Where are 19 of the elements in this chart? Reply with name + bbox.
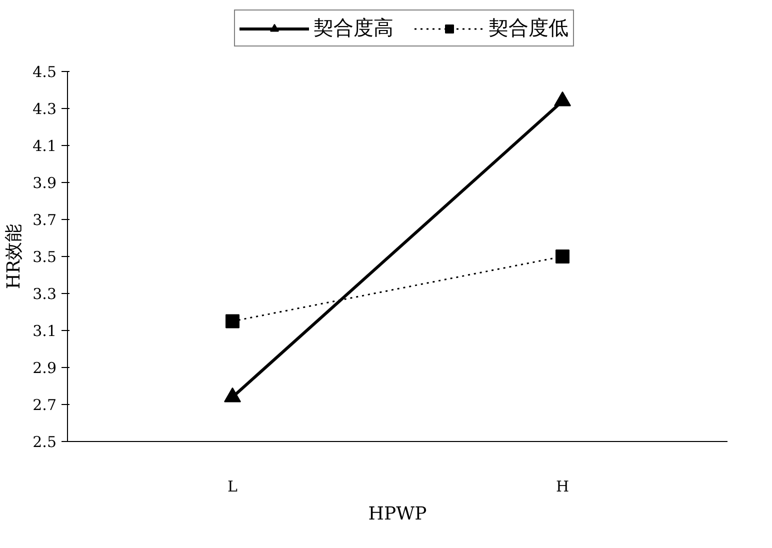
- x-tick-label: L: [228, 478, 238, 496]
- y-axis-title: HR效能: [4, 224, 25, 290]
- y-tick-label: 3.5: [32, 248, 57, 266]
- point: [556, 250, 570, 264]
- y-tick-label: 3.3: [32, 285, 57, 303]
- y-tick-label: 3.9: [32, 174, 57, 192]
- y-tick-label: 2.9: [32, 359, 57, 377]
- x-axis-title: HPWP: [368, 504, 427, 524]
- x-tick-label: H: [556, 478, 570, 496]
- legend-label: 契合度低: [488, 14, 568, 42]
- y-tick-label: 3.1: [32, 322, 57, 340]
- y-tick-label: 3.7: [32, 211, 57, 229]
- y-tick-label: 2.5: [32, 433, 57, 451]
- y-tick-label: 4.3: [32, 100, 57, 118]
- legend-label: 契合度高: [314, 14, 394, 42]
- point: [226, 314, 240, 328]
- y-tick-label: 2.7: [32, 396, 57, 414]
- y-tick-label: 4.1: [32, 137, 57, 155]
- y-tick-label: 4.5: [32, 63, 57, 81]
